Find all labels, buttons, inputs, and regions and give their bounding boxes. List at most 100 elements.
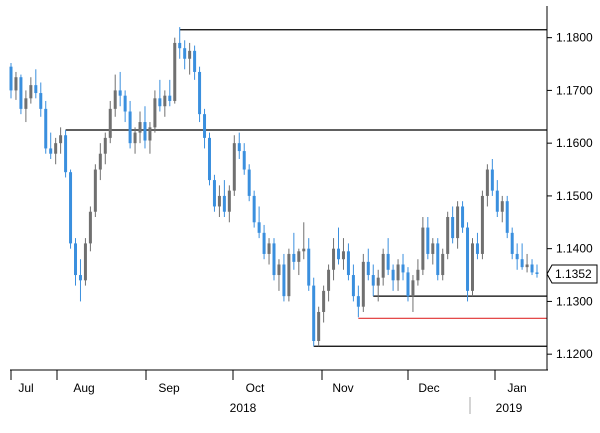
candle-body bbox=[19, 77, 23, 109]
y-tick-label: 1.1300 bbox=[556, 294, 593, 308]
candle-body bbox=[451, 217, 455, 239]
candle-body bbox=[212, 180, 216, 207]
candle-body bbox=[103, 137, 107, 154]
candle-body bbox=[44, 108, 48, 149]
candle-body bbox=[525, 264, 529, 268]
candle-body bbox=[297, 251, 301, 262]
candle-body bbox=[143, 122, 147, 141]
candle-body bbox=[133, 132, 137, 144]
candle-body bbox=[173, 42, 177, 101]
candle-body bbox=[54, 143, 58, 154]
candle-body bbox=[292, 253, 296, 262]
x-label-year-2018: 2018 bbox=[230, 401, 257, 415]
last-price-marker: 1.1352 bbox=[546, 264, 598, 284]
candle-body bbox=[69, 172, 73, 244]
candle-body bbox=[287, 253, 291, 297]
candle-body bbox=[207, 137, 211, 181]
candle-body bbox=[411, 280, 415, 297]
candle-body bbox=[456, 206, 460, 239]
candle-body bbox=[470, 243, 474, 291]
candle-body bbox=[426, 227, 430, 254]
candle-body bbox=[247, 169, 251, 196]
candle-body bbox=[93, 169, 97, 212]
candle-body bbox=[312, 285, 316, 341]
candle-body bbox=[188, 50, 192, 59]
candle-body bbox=[466, 227, 470, 291]
candle-body bbox=[49, 148, 53, 154]
candle-body bbox=[441, 253, 445, 276]
candle-body bbox=[29, 85, 33, 99]
candle-body bbox=[123, 95, 127, 112]
candle-body bbox=[396, 264, 400, 281]
last-price-box bbox=[546, 264, 598, 284]
candle-body bbox=[351, 275, 355, 297]
candle-body bbox=[307, 248, 311, 286]
candle-body bbox=[461, 206, 465, 228]
candle-body bbox=[118, 90, 122, 96]
candle-body bbox=[237, 143, 241, 152]
candle-body bbox=[168, 95, 172, 101]
candle-body bbox=[59, 135, 63, 144]
candle-body bbox=[356, 296, 360, 307]
candle-body bbox=[401, 264, 405, 273]
candle-body bbox=[520, 259, 524, 268]
candle-body bbox=[183, 48, 187, 59]
candle-body bbox=[495, 190, 499, 212]
candle-body bbox=[74, 243, 78, 276]
candle-body bbox=[431, 243, 435, 254]
candle-body bbox=[490, 169, 494, 191]
x-label-dec: Dec bbox=[418, 381, 439, 395]
x-label-sep: Sep bbox=[158, 381, 180, 395]
candle-body bbox=[203, 114, 207, 138]
y-tick-label: 1.1500 bbox=[556, 189, 593, 203]
last-price-label: 1.1352 bbox=[555, 267, 592, 281]
candle-body bbox=[505, 201, 509, 233]
candle-body bbox=[381, 253, 385, 278]
candle-body bbox=[88, 211, 92, 244]
candle-body bbox=[500, 201, 504, 212]
candle-body bbox=[64, 135, 68, 173]
candle-body bbox=[317, 311, 321, 341]
candle-body bbox=[217, 195, 221, 207]
x-label-jan: Jan bbox=[507, 381, 526, 395]
candle-body bbox=[198, 71, 202, 115]
candle-body bbox=[34, 85, 38, 94]
levels-layer bbox=[65, 29, 547, 347]
y-tick-label: 1.1200 bbox=[556, 347, 593, 361]
candle-body bbox=[83, 243, 87, 281]
candle-body bbox=[515, 253, 519, 260]
x-label-oct: Oct bbox=[246, 381, 265, 395]
candle-body bbox=[391, 269, 395, 281]
y-tick-label: 1.1600 bbox=[556, 136, 593, 150]
candle-body bbox=[361, 261, 365, 307]
candle-body bbox=[337, 248, 341, 260]
candle-body bbox=[485, 169, 489, 196]
candle-body bbox=[436, 243, 440, 276]
y-tick-label: 1.1800 bbox=[556, 31, 593, 45]
candle-body bbox=[227, 190, 231, 212]
candle-body bbox=[163, 95, 167, 107]
candle-body bbox=[232, 143, 236, 191]
candle-body bbox=[302, 248, 306, 252]
candle-body bbox=[386, 253, 390, 270]
candle-body bbox=[272, 243, 276, 276]
candle-body bbox=[98, 153, 102, 170]
candle-body bbox=[178, 42, 182, 49]
candle-body bbox=[242, 151, 246, 170]
candle-body bbox=[108, 108, 112, 138]
candle-body bbox=[277, 264, 281, 276]
candle-body bbox=[282, 264, 286, 297]
candle-body bbox=[14, 77, 18, 91]
candle-body bbox=[9, 66, 13, 91]
candle-body bbox=[416, 269, 420, 281]
candle-body bbox=[371, 275, 375, 286]
candle-body bbox=[138, 122, 142, 133]
candle-body bbox=[421, 227, 425, 270]
candle-body bbox=[128, 111, 132, 144]
candles-layer bbox=[9, 27, 539, 347]
candle-body bbox=[322, 290, 326, 312]
candle-body bbox=[193, 50, 197, 72]
candle-body bbox=[346, 251, 350, 276]
candle-body bbox=[39, 93, 43, 109]
